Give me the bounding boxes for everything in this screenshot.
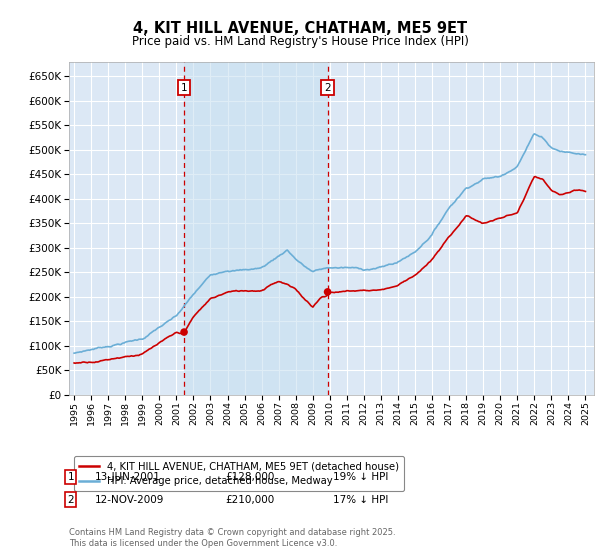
Text: £128,000: £128,000 [225, 472, 274, 482]
Text: 2: 2 [324, 82, 331, 92]
Text: Contains HM Land Registry data © Crown copyright and database right 2025.
This d: Contains HM Land Registry data © Crown c… [69, 528, 395, 548]
Point [323, 287, 332, 296]
Text: £210,000: £210,000 [225, 494, 274, 505]
Text: 4, KIT HILL AVENUE, CHATHAM, ME5 9ET: 4, KIT HILL AVENUE, CHATHAM, ME5 9ET [133, 21, 467, 36]
Bar [184, 62, 328, 395]
Text: 17% ↓ HPI: 17% ↓ HPI [333, 494, 388, 505]
Text: 12-NOV-2009: 12-NOV-2009 [95, 494, 164, 505]
Text: 19% ↓ HPI: 19% ↓ HPI [333, 472, 388, 482]
Text: 1: 1 [67, 472, 74, 482]
Legend: 4, KIT HILL AVENUE, CHATHAM, ME5 9ET (detached house), HPI: Average price, detac: 4, KIT HILL AVENUE, CHATHAM, ME5 9ET (de… [74, 456, 404, 492]
Text: Price paid vs. HM Land Registry's House Price Index (HPI): Price paid vs. HM Land Registry's House … [131, 35, 469, 48]
Point [179, 328, 189, 337]
Text: 1: 1 [181, 82, 187, 92]
Text: 13-JUN-2001: 13-JUN-2001 [95, 472, 161, 482]
Text: 2: 2 [67, 494, 74, 505]
